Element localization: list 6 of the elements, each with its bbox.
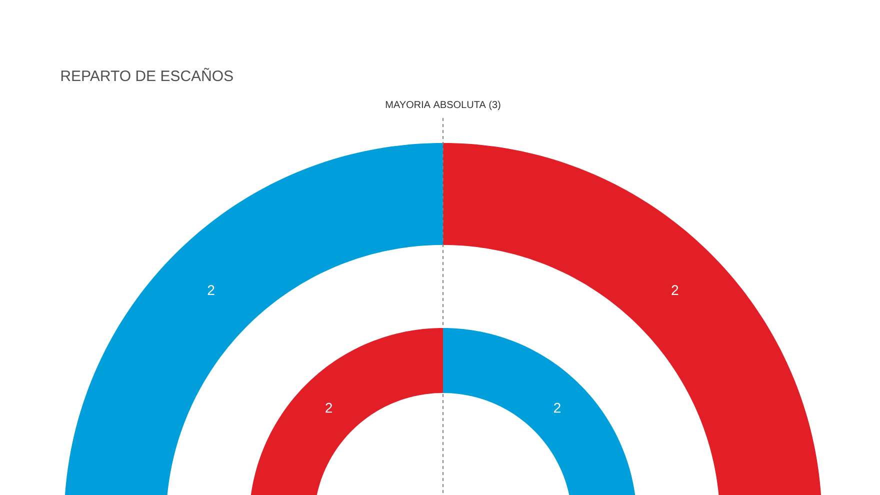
data-label: 2 (672, 285, 678, 295)
data-label: 2 (326, 402, 332, 413)
chart-title: REPARTO DE ESCAÑOS (61, 68, 233, 82)
data-label: 2 (208, 285, 214, 295)
data-label: 2 (554, 402, 560, 413)
text: MAYORIA ABSOLUTA (3) (386, 100, 500, 110)
